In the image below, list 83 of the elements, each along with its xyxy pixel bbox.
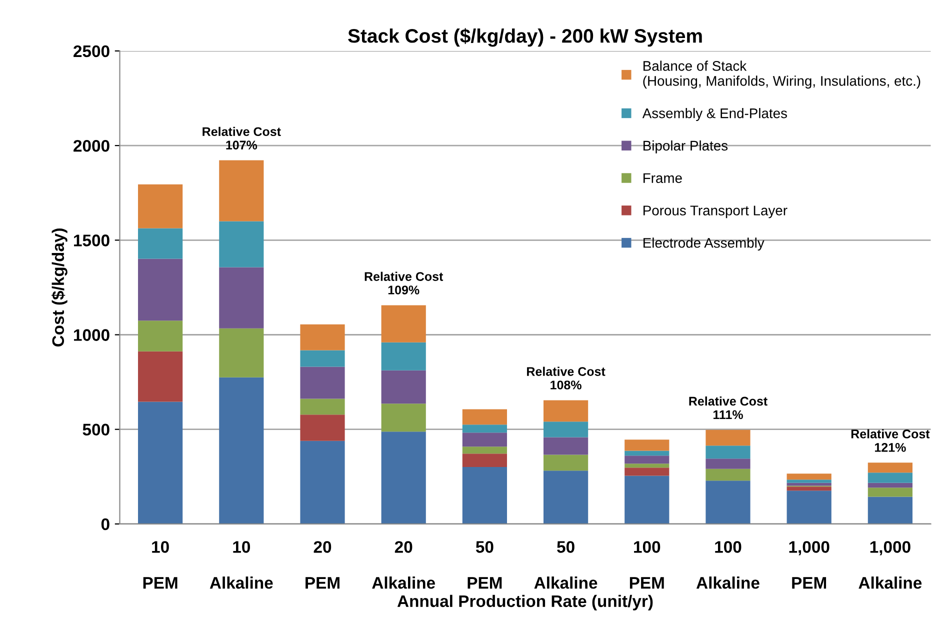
bar xyxy=(138,320,183,352)
bar xyxy=(868,482,912,488)
bar xyxy=(381,305,426,342)
bar xyxy=(706,430,750,446)
bar xyxy=(138,258,183,321)
bar xyxy=(219,377,264,524)
bar xyxy=(300,398,345,415)
annotation: Relative Cost 109% xyxy=(364,272,444,294)
bar xyxy=(381,370,426,404)
bar xyxy=(462,424,508,433)
annotation: Relative Cost 111% xyxy=(689,396,768,420)
bar xyxy=(462,432,508,447)
category-label: 100 Alkaline xyxy=(696,541,760,589)
legend-label: Frame xyxy=(644,173,682,184)
x-axis-title: Annual Production Rate (unit/yr) xyxy=(397,594,653,610)
bar xyxy=(300,350,345,367)
bar xyxy=(138,402,183,524)
annotation: Relative Cost 108% xyxy=(527,366,606,390)
chart-title: Stack Cost ($/kg/day) - 200 kW System xyxy=(348,28,702,47)
bar xyxy=(544,422,588,438)
legend-label: Bipolar Plates xyxy=(644,140,728,154)
bar xyxy=(544,454,588,471)
bar xyxy=(868,462,912,473)
bar xyxy=(300,324,345,350)
y-tick-label: 2000 xyxy=(74,140,110,152)
bar xyxy=(624,468,670,476)
bar xyxy=(868,472,912,483)
legend-label: Balance of Stack (Housing, Manifolds, Wiring, Insulations, etc.) xyxy=(643,60,920,89)
bar xyxy=(624,464,670,468)
y-tick-label: 0 xyxy=(101,518,110,530)
legend-label: Electrode Assembly xyxy=(644,238,764,251)
bar xyxy=(868,496,912,524)
bar xyxy=(219,221,264,268)
bar xyxy=(624,456,670,464)
bar xyxy=(462,467,508,524)
bar xyxy=(706,458,750,469)
bar xyxy=(786,474,832,480)
bar xyxy=(138,184,183,228)
bar xyxy=(706,468,750,481)
bar xyxy=(219,328,264,378)
bar xyxy=(138,351,183,402)
y-tick-label: 1000 xyxy=(74,329,110,341)
bar xyxy=(300,414,345,441)
bar xyxy=(462,454,508,468)
legend-label: Porous Transport Layer xyxy=(644,206,788,218)
bar xyxy=(544,470,588,524)
bar xyxy=(381,404,426,432)
bar xyxy=(381,342,426,370)
bar xyxy=(462,409,508,425)
bar xyxy=(706,480,750,524)
category-label: 20 PEM xyxy=(306,541,340,589)
category-label: 20 Alkaline xyxy=(372,541,435,589)
annotation: Relative Cost 121% xyxy=(851,429,930,452)
category-label: 50 Alkaline xyxy=(534,541,598,589)
category-label: 1,000 PEM xyxy=(789,541,830,589)
bar xyxy=(219,267,264,328)
bar xyxy=(544,437,588,455)
bar xyxy=(624,450,670,456)
annotation: Relative Cost 107% xyxy=(202,126,281,150)
category-label: 10 PEM xyxy=(143,541,178,589)
y-tick-label: 1500 xyxy=(74,234,110,246)
bar xyxy=(786,490,832,524)
category-label: 1,000 Alkaline xyxy=(858,541,922,589)
bar xyxy=(786,480,832,483)
bar xyxy=(381,432,426,524)
legend-label: Assembly & End-Plates xyxy=(642,108,787,121)
bar xyxy=(544,400,588,422)
y-tick-label: 2500 xyxy=(74,45,110,58)
bar xyxy=(138,228,183,259)
category-label: 100 PEM xyxy=(630,541,664,589)
y-axis-title: Cost ($/kg/day) xyxy=(52,228,68,346)
category-label: 50 PEM xyxy=(468,541,502,589)
bar xyxy=(868,488,912,497)
bar xyxy=(300,366,345,399)
bar xyxy=(706,446,750,459)
y-tick-label: 500 xyxy=(82,424,110,436)
bar xyxy=(219,160,264,222)
bar xyxy=(624,476,670,524)
category-label: 10 Alkaline xyxy=(210,541,273,589)
bar xyxy=(462,446,508,454)
bar xyxy=(786,486,832,491)
bar xyxy=(624,440,670,451)
bar xyxy=(300,440,345,524)
